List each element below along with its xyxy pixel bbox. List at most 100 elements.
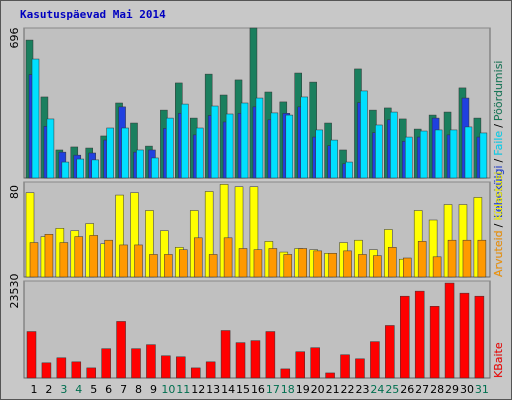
bar (76, 158, 85, 179)
bar (89, 235, 98, 278)
bar (403, 257, 412, 278)
bar (179, 249, 188, 278)
x-tick-label: 12 (191, 383, 205, 396)
bar (166, 117, 174, 179)
x-tick-label: 2 (45, 383, 52, 396)
bar (116, 321, 126, 379)
bar (315, 129, 323, 179)
bar (285, 114, 294, 179)
bar (325, 372, 335, 379)
bar (432, 256, 442, 278)
legend-entry: Faile (492, 131, 505, 156)
bar (265, 331, 276, 379)
bar (26, 331, 37, 379)
bar (479, 132, 488, 179)
bar (313, 250, 322, 278)
x-tick-label: 27 (415, 383, 429, 396)
legend-entry: Pöördumisi (492, 61, 505, 122)
x-tick-label: 31 (475, 383, 489, 396)
bar (86, 367, 96, 379)
x-tick-label: 8 (135, 383, 142, 396)
x-tick-label: 24 (370, 383, 384, 396)
bar (56, 357, 67, 379)
bar (44, 234, 54, 278)
bar (193, 237, 203, 278)
legend: KBaite (492, 342, 505, 378)
bar (149, 254, 158, 278)
bar (235, 342, 246, 379)
bar (390, 111, 398, 179)
bar (164, 254, 173, 278)
x-tick-label: 26 (400, 383, 414, 396)
x-tick-label: 9 (150, 383, 157, 396)
bar (295, 351, 305, 379)
x-tick-label: 13 (206, 383, 220, 396)
y-tick-label: 80 (8, 185, 21, 199)
bar (340, 354, 350, 379)
x-tick-label: 29 (445, 383, 459, 396)
bar (270, 112, 279, 179)
bar (121, 127, 129, 179)
bar (253, 249, 263, 278)
bar (190, 367, 201, 379)
bar (161, 355, 171, 379)
bar (417, 241, 427, 278)
bar (131, 348, 141, 379)
bar (400, 295, 410, 379)
x-tick-label: 30 (460, 383, 474, 396)
bar (151, 157, 159, 179)
legend-entry: Arvuteid (492, 230, 505, 277)
bar (46, 118, 55, 179)
y-tick-label: 696 (8, 28, 21, 49)
bar (330, 139, 338, 179)
x-tick-label: 22 (341, 383, 355, 396)
bar (101, 348, 111, 379)
bar (477, 239, 487, 278)
legend-separator: / (492, 124, 505, 128)
bar (29, 242, 39, 278)
bar (343, 250, 352, 278)
chart-title: Kasutuspäevad Mai 2014 (20, 8, 166, 21)
bar (310, 347, 320, 379)
bar (31, 58, 40, 179)
x-tick-label: 10 (161, 383, 175, 396)
bar (414, 290, 425, 379)
bar (268, 248, 278, 278)
x-tick-label: 19 (296, 383, 310, 396)
bar (176, 356, 186, 379)
x-tick-label: 7 (120, 383, 127, 396)
bar (328, 253, 337, 278)
bar (225, 113, 234, 179)
bar (358, 254, 367, 278)
bar (250, 340, 261, 379)
legend-entry: Külastusi (492, 171, 505, 220)
bar (447, 239, 457, 278)
bar (134, 244, 143, 278)
bar (419, 130, 428, 179)
legend: Lehekülgi / Faile / Pöördumisi (492, 61, 505, 218)
x-tick-label: 3 (60, 383, 67, 396)
x-tick-label: 28 (430, 383, 444, 396)
x-tick-label: 18 (281, 383, 295, 396)
bar (444, 282, 455, 379)
bar (59, 242, 69, 278)
bar (104, 239, 113, 278)
bar (91, 159, 99, 179)
bar (345, 161, 353, 179)
bar (373, 255, 382, 278)
bar (146, 344, 156, 379)
x-tick-label: 4 (75, 383, 82, 396)
x-tick-label: 5 (90, 383, 97, 396)
bar (449, 129, 458, 179)
bar (61, 161, 70, 179)
bar (388, 247, 397, 278)
x-tick-label: 17 (266, 383, 280, 396)
x-tick-label: 16 (251, 383, 265, 396)
bar (283, 254, 293, 278)
bar (462, 239, 472, 278)
bar (298, 248, 307, 278)
x-tick-label: 25 (385, 383, 399, 396)
bar (429, 306, 440, 379)
bar (119, 244, 128, 278)
bar (355, 358, 365, 379)
